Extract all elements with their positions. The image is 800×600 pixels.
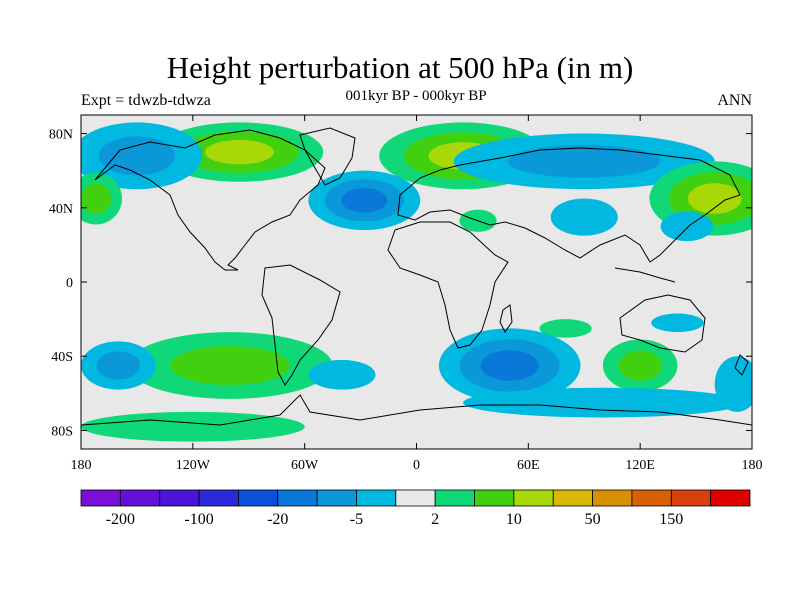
colorbar-label-6: 50 — [585, 511, 601, 528]
colorbar-box-12 — [552, 489, 593, 507]
colorbar-label-1: -100 — [184, 511, 213, 528]
colorbar-box-9 — [434, 489, 475, 507]
anomaly-12-level-1 — [170, 346, 290, 385]
season-label: ANN — [717, 92, 752, 109]
colorbar-box-13 — [592, 489, 633, 507]
anomaly-19-level-0 — [714, 356, 752, 412]
colorbar-box-1 — [119, 489, 161, 507]
colorbar-box-5 — [277, 489, 318, 507]
anomaly-15-level-1 — [618, 350, 662, 381]
anomaly-11-level-0 — [651, 313, 704, 333]
coastlines — [81, 127, 752, 426]
colorbar-label-7: 150 — [659, 511, 683, 528]
lat-label-1: 40N — [49, 202, 73, 217]
colorbar-box-4 — [238, 489, 279, 507]
colorbar-box-16 — [710, 489, 751, 507]
anomaly-4-level-1 — [508, 145, 661, 178]
anomaly-8-level-0 — [550, 198, 618, 236]
lon-label-6: 180 — [742, 458, 763, 473]
anomaly-0-level-2 — [204, 139, 274, 165]
lon-label-1: 120W — [176, 458, 211, 473]
colorbar-box-0 — [80, 489, 121, 507]
anomaly-16-level-0 — [308, 359, 376, 390]
colorbar-box-15 — [670, 489, 712, 507]
colorbar-box-3 — [198, 489, 239, 507]
anomaly-6-level-1 — [81, 183, 112, 214]
axes: 80N 40N 0 40S 80S 180 120W 60W 0 60E 120E 180 — [49, 115, 763, 473]
anomaly-18-level-0 — [81, 411, 305, 442]
lat-label-2: 0 — [66, 276, 73, 291]
anomaly-10-level-0 — [539, 319, 592, 338]
colorbar-box-10 — [474, 489, 515, 507]
time-range-label: 001kyr BP - 000kyr BP — [345, 88, 487, 104]
colorbar-label-5: 10 — [506, 511, 522, 528]
lon-label-3: 0 — [413, 458, 420, 473]
lon-label-2: 60W — [291, 458, 319, 473]
lat-label-3: 40S — [51, 350, 73, 365]
colorbar-label-0: -200 — [106, 511, 135, 528]
experiment-label: Expt = tdwzb-tdwza — [81, 92, 211, 109]
colorbar-box-14 — [631, 489, 672, 507]
lon-label-5: 120E — [625, 458, 655, 473]
colorbar-box-8 — [395, 489, 436, 507]
map-title: Height perturbation at 500 hPa (in m) — [166, 50, 634, 85]
colorbar: -200 -100 -20 -5 2 10 50 150 — [80, 489, 751, 528]
anomaly-14-level-2 — [480, 350, 539, 381]
anomaly-17-level-0 — [463, 387, 743, 418]
colorbar-label-4: 2 — [431, 511, 439, 528]
anomaly-2-level-2 — [341, 188, 388, 213]
colorbar-box-2 — [159, 489, 200, 507]
anomaly-13-level-1 — [96, 351, 141, 380]
contour-field — [81, 122, 752, 442]
colorbar-box-6 — [316, 489, 357, 507]
lat-label-4: 80S — [51, 424, 73, 439]
colorbar-label-3: -5 — [350, 511, 363, 528]
anomaly-9-level-0 — [660, 211, 713, 242]
lat-label-0: 80N — [49, 128, 73, 143]
lon-label-4: 60E — [517, 458, 540, 473]
anomaly-5-level-2 — [687, 183, 742, 214]
colorbar-label-2: -20 — [267, 511, 288, 528]
lon-label-0: 180 — [71, 458, 92, 473]
colorbar-box-7 — [356, 489, 397, 507]
anomaly-3-level-1 — [98, 136, 175, 176]
colorbar-box-11 — [513, 489, 554, 507]
